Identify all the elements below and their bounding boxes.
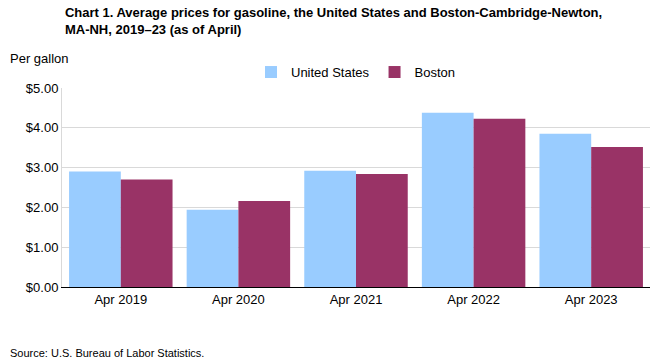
svg-text:Apr 2019: Apr 2019 (94, 292, 147, 307)
svg-text:United States: United States (291, 65, 370, 80)
svg-text:$3.00: $3.00 (26, 160, 59, 175)
svg-text:Apr 2022: Apr 2022 (447, 292, 500, 307)
svg-text:Source: U.S. Bureau of Labor S: Source: U.S. Bureau of Labor Statistics. (10, 347, 204, 359)
svg-text:$0.00: $0.00 (26, 280, 59, 295)
svg-text:Boston: Boston (415, 65, 455, 80)
svg-text:$1.00: $1.00 (26, 240, 59, 255)
svg-text:Apr 2023: Apr 2023 (565, 292, 618, 307)
svg-text:Per gallon: Per gallon (10, 51, 69, 66)
svg-text:$2.00: $2.00 (26, 200, 59, 215)
svg-text:Apr 2021: Apr 2021 (330, 292, 383, 307)
svg-text:Chart 1. Average prices for ga: Chart 1. Average prices for gasoline, th… (65, 5, 602, 37)
svg-text:Apr 2020: Apr 2020 (212, 292, 265, 307)
svg-text:$4.00: $4.00 (26, 120, 59, 135)
svg-text:$5.00: $5.00 (26, 81, 59, 96)
